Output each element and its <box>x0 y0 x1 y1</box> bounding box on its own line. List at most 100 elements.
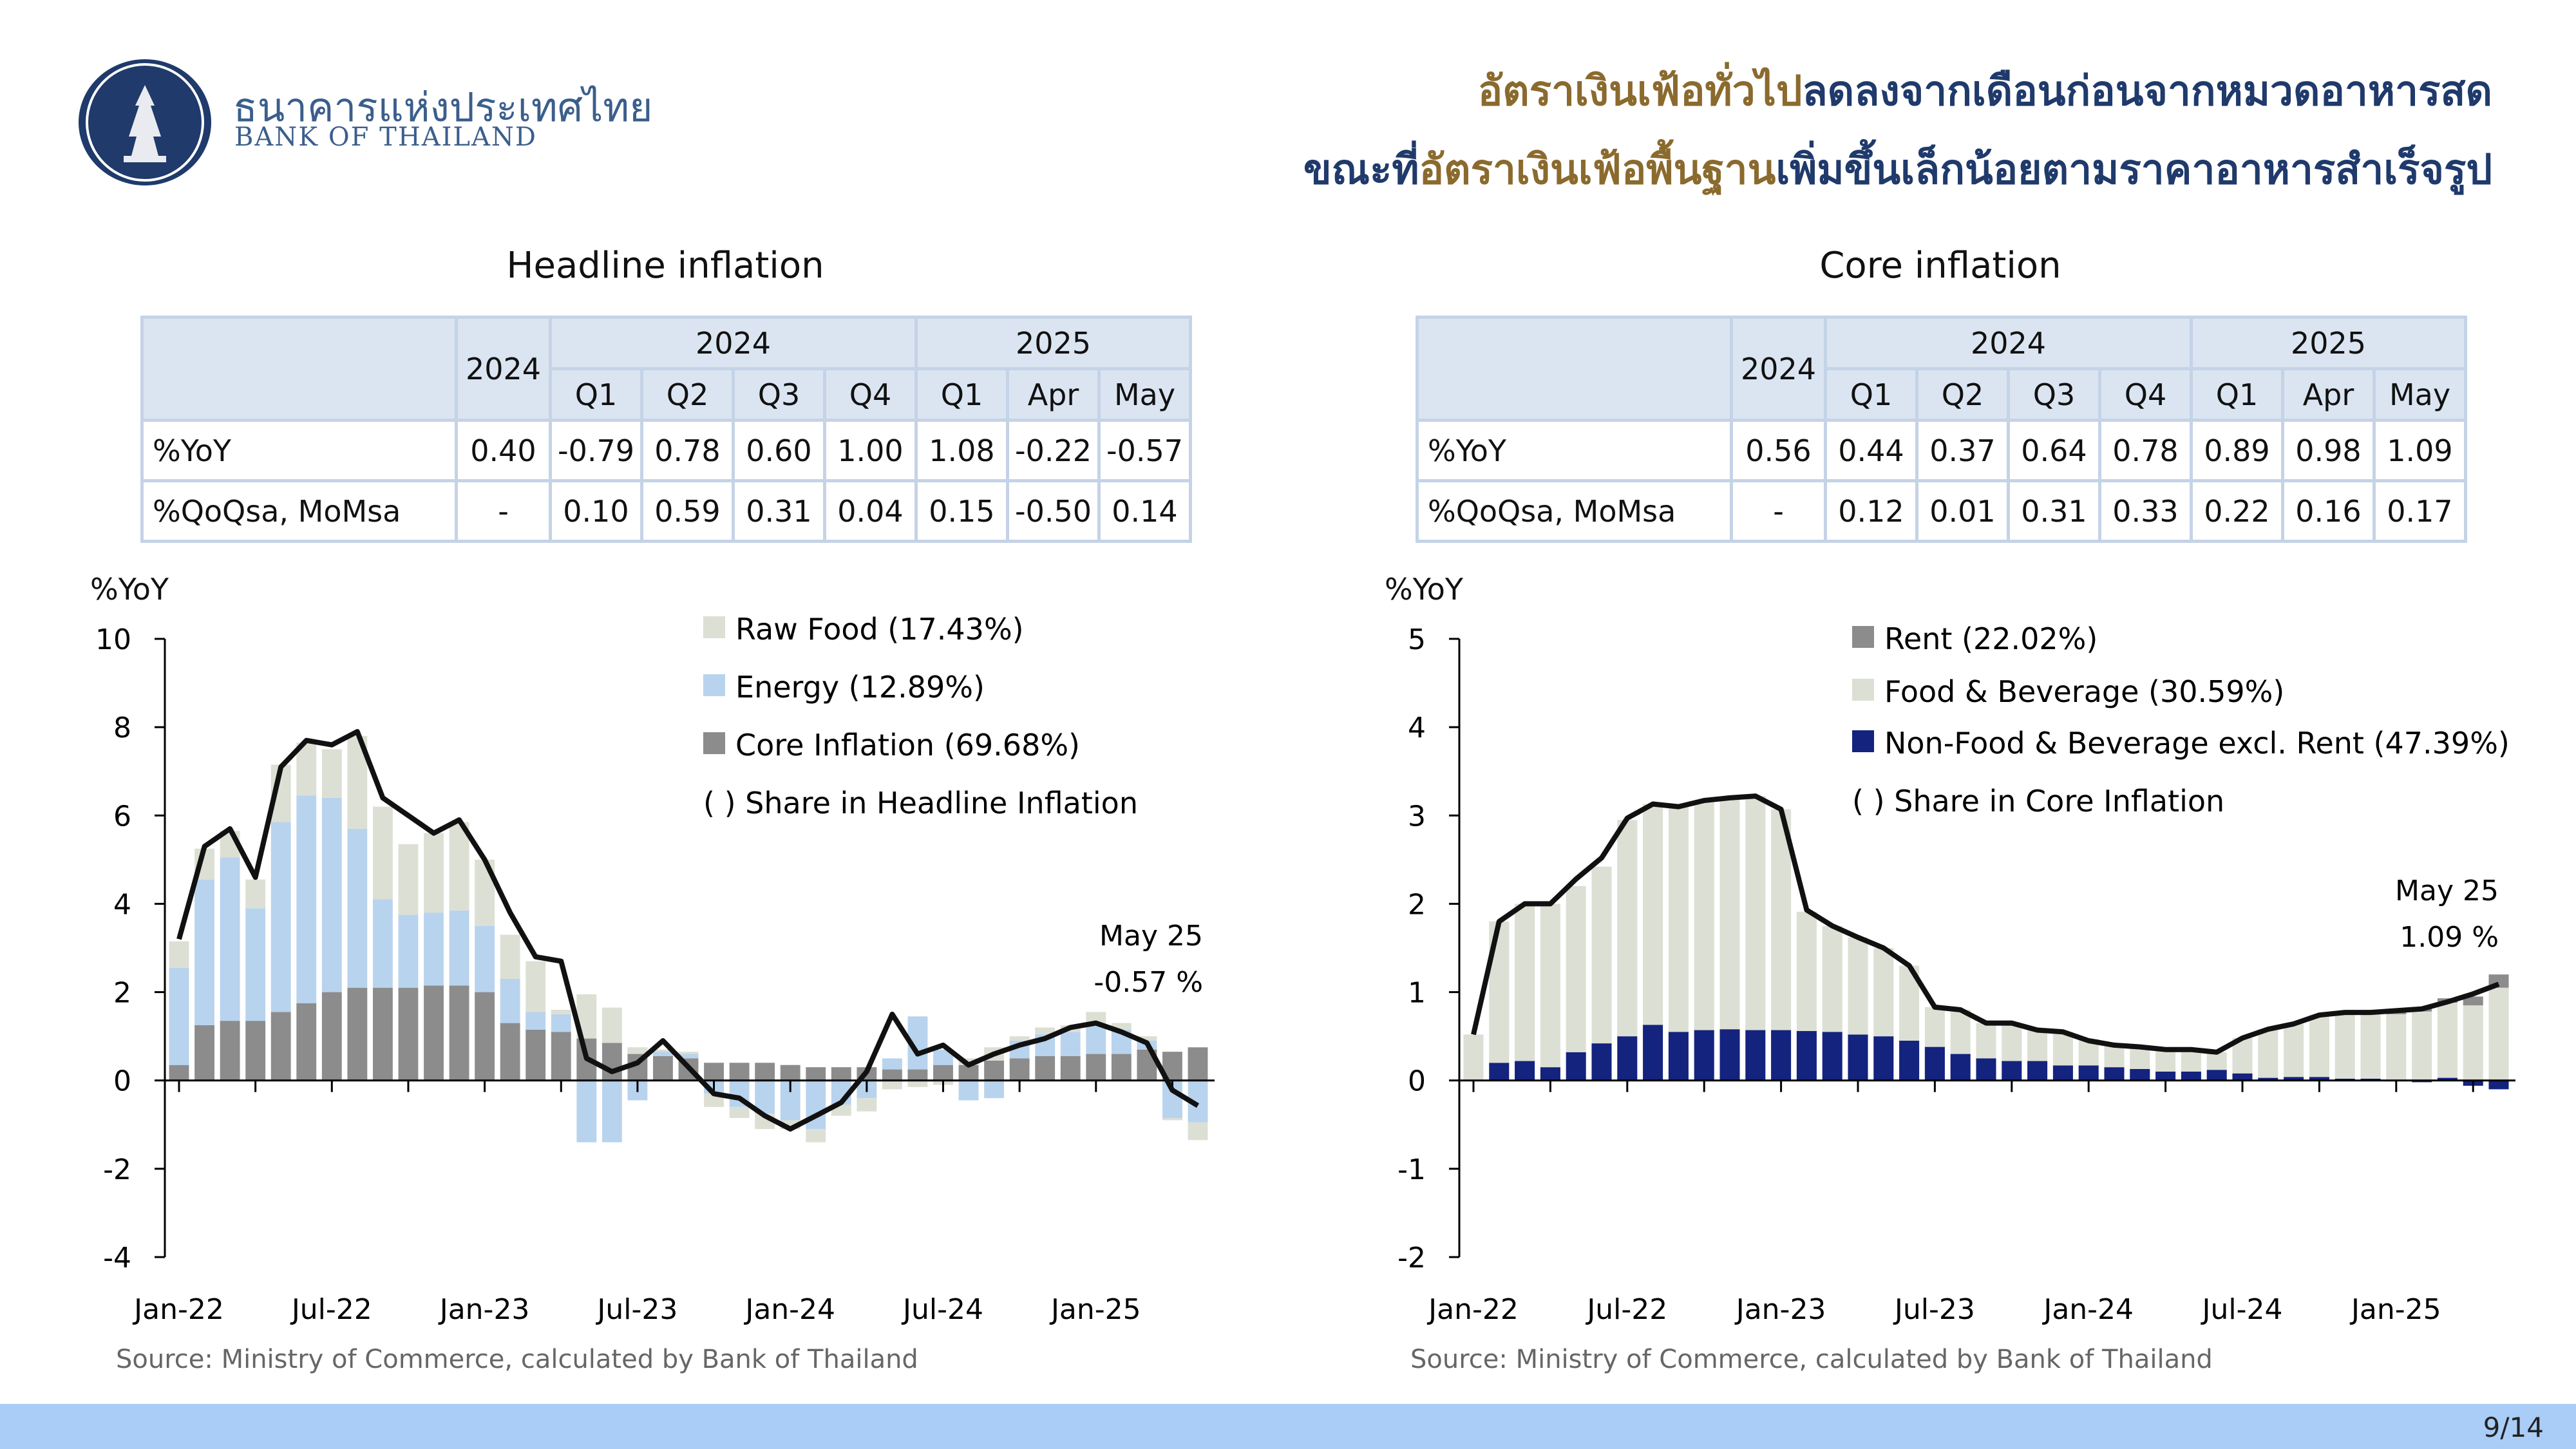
bar-non-food-beverage-excl-rent <box>2232 1073 2253 1081</box>
table-cell: 0.15 <box>914 479 1009 543</box>
table-period-header: Apr <box>1006 367 1101 422</box>
table-year-group: 2025 <box>914 316 1192 370</box>
bar-core-inflation <box>270 1012 291 1081</box>
bar-food-beverage <box>1745 796 1766 1030</box>
y-tick-label: 3 <box>1408 800 1426 833</box>
bar-raw-food <box>907 1080 928 1087</box>
table-cell: -0.50 <box>1006 479 1101 543</box>
bar-energy <box>270 822 291 1012</box>
legend-label: Energy (12.89%) <box>735 670 985 705</box>
bar-non-food-beverage-excl-rent <box>1848 1034 1868 1081</box>
table-cell: 0.60 <box>732 419 826 482</box>
bar-food-beverage <box>1873 948 1894 1037</box>
bar-raw-food <box>424 833 444 913</box>
table-cell: -0.22 <box>1006 419 1101 482</box>
bar-food-beverage <box>1668 806 1689 1032</box>
bar-raw-food <box>729 1106 750 1118</box>
table-period-header: Q4 <box>2098 367 2193 422</box>
bar-energy <box>984 1080 1005 1099</box>
bar-non-food-beverage-excl-rent <box>1540 1067 1560 1081</box>
bar-non-food-beverage-excl-rent <box>1950 1054 1971 1081</box>
bar-energy <box>424 913 444 986</box>
table-cell: 0.98 <box>2281 419 2376 482</box>
table-cell: 1.08 <box>914 419 1009 482</box>
x-tick-label: Jan-22 <box>1426 1293 1519 1326</box>
bar-raw-food <box>245 879 266 909</box>
y-tick-label: -2 <box>103 1153 131 1186</box>
bar-raw-food <box>296 743 317 796</box>
y-tick-label: -4 <box>103 1242 131 1274</box>
y-tick-label: 10 <box>95 623 131 656</box>
y-tick-label: -2 <box>1397 1242 1426 1274</box>
table-cell: 0.64 <box>2007 419 2101 482</box>
core-source-note: Source: Ministry of Commerce, calculated… <box>1410 1345 2213 1374</box>
bar-raw-food <box>1188 1122 1208 1141</box>
bar-raw-food <box>526 961 546 1012</box>
x-tick-label: Jan-24 <box>2041 1293 2134 1326</box>
table-row-label: %QoQsa, MoMsa <box>140 479 458 543</box>
bar-food-beverage <box>1771 809 1792 1030</box>
bar-raw-food <box>169 941 189 968</box>
headline-segment: อัตราเงินเฟ้อพื้นฐาน <box>1419 146 1776 194</box>
x-tick-label: Jul-22 <box>1585 1293 1667 1326</box>
bar-core-inflation <box>729 1063 750 1081</box>
bar-food-beverage <box>1566 886 1586 1052</box>
bar-core-inflation <box>424 985 444 1081</box>
table-year-group: 2024 <box>1824 316 2193 370</box>
table-period-header: Q1 <box>914 367 1009 422</box>
x-tick-label: Jan-25 <box>2349 1293 2441 1326</box>
core-y-axis-label: %YoY <box>1385 572 1463 607</box>
annotation-date: May 25 <box>2395 875 2499 907</box>
bar-core-inflation <box>372 987 393 1081</box>
bar-energy <box>653 1052 673 1056</box>
bar-energy <box>475 925 495 992</box>
bar-food-beverage <box>1719 797 1740 1030</box>
table-period-header: Q1 <box>549 367 643 422</box>
table-row: %QoQsa, MoMsa -0.12 0.01 0.31 0.33 0.22 0.16 0.… <box>1416 479 2467 543</box>
legend-swatch <box>703 732 725 754</box>
bar-food-beverage <box>2130 1046 2150 1069</box>
bar-food-beverage <box>2104 1045 2125 1068</box>
table-year-header: 2024 <box>455 316 552 422</box>
bar-core-inflation <box>475 992 495 1081</box>
table-period-header: Q1 <box>2190 367 2284 422</box>
bar-raw-food <box>1162 1118 1182 1121</box>
x-tick-label: Jul-24 <box>2201 1293 2283 1326</box>
bar-food-beverage <box>2027 1030 2048 1061</box>
core-panel-title: Core inflation <box>1819 245 2061 287</box>
bar-raw-food <box>806 1129 826 1142</box>
table-row: %QoQsa, MoMsa -0.10 0.59 0.31 0.04 0.15 -0.50 0… <box>140 479 1192 543</box>
bar-non-food-beverage-excl-rent <box>1719 1029 1740 1081</box>
bar-raw-food <box>372 806 393 900</box>
table-cell: 0.10 <box>549 479 643 543</box>
bar-raw-food <box>500 934 520 979</box>
bar-core-inflation <box>398 987 419 1081</box>
bar-food-beverage <box>1643 804 1663 1025</box>
headline-segment: อัตราเงินเฟ้อทั่วไป <box>1477 68 1803 115</box>
bar-core-inflation <box>1111 1054 1132 1081</box>
table-cell: 0.14 <box>1097 479 1192 543</box>
bar-raw-food <box>653 1049 673 1052</box>
table-year-group: 2025 <box>2190 316 2467 370</box>
bar-non-food-beverage-excl-rent <box>1796 1030 1817 1081</box>
x-tick-label: Jul-22 <box>290 1293 372 1326</box>
table-cell: 0.33 <box>2098 479 2193 543</box>
table-cell: - <box>455 479 552 543</box>
bar-non-food-beverage-excl-rent <box>2078 1065 2099 1081</box>
bar-food-beverage <box>1950 1010 1971 1054</box>
table-cell: 0.89 <box>2190 419 2284 482</box>
legend-label: Rent (22.02%) <box>1884 621 2098 656</box>
bar-non-food-beverage-excl-rent <box>1899 1041 1920 1081</box>
bar-core-inflation <box>958 1065 979 1081</box>
bar-energy <box>1060 1032 1081 1056</box>
bar-energy <box>678 1054 699 1059</box>
table-cell: 1.09 <box>2372 419 2467 482</box>
table-cell: 1.00 <box>823 419 918 482</box>
bar-non-food-beverage-excl-rent <box>2309 1077 2329 1081</box>
bar-core-inflation <box>1086 1054 1106 1081</box>
bar-non-food-beverage-excl-rent <box>2052 1065 2073 1081</box>
bar-non-food-beverage-excl-rent <box>1976 1058 1996 1081</box>
bar-food-beverage <box>1617 820 1638 1037</box>
bar-food-beverage <box>2155 1049 2176 1072</box>
core-stats-table: 2024 2024 2025 Q1 Q2 Q3 Q4 Q1 Apr May %YoY 0.56 0.44… <box>1416 316 2467 543</box>
